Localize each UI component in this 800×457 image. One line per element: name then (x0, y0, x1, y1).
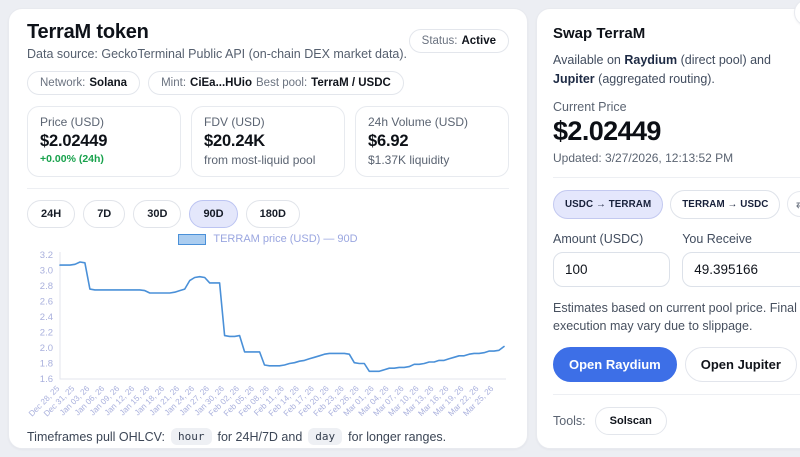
stat-value: $6.92 (368, 132, 409, 150)
availability-mid: (direct pool) and (677, 53, 771, 67)
divider (553, 393, 800, 395)
token-panel: TerraM token Data source: GeckoTerminal … (8, 8, 528, 449)
timeframe-7d[interactable]: 7D (83, 200, 126, 228)
stat-sub: $1.37K liquidity (368, 153, 450, 167)
swap-direction-button[interactable]: ⇄ (787, 191, 800, 217)
current-price-label: Current Price (553, 99, 627, 114)
jupiter-name: Jupiter (553, 71, 595, 86)
swap-title: Swap TerraM (553, 25, 646, 42)
swap-io-inputs (553, 251, 800, 287)
chart-area: 3.2 3.0 2.8 2.6 2.4 2.2 2.0 1.8 1.6 Dec 28, 25 Dec… (27, 247, 509, 426)
stat-label: FDV (USD) (204, 115, 265, 129)
availability-text: Available on Raydium (direct pool) and J… (553, 51, 800, 89)
mint-value: CiEa...HUio (190, 77, 252, 89)
footnote-mid: for 24H/7D and (217, 429, 303, 444)
open-raydium-button[interactable]: Open Raydium (553, 346, 677, 382)
direction-usdc-to-terram[interactable]: USDC → TERRAM (553, 189, 664, 219)
divider (27, 188, 509, 189)
availability-prefix: Available on (553, 53, 625, 67)
stat-label: 24h Volume (USD) (368, 115, 469, 129)
timeframe-90d[interactable]: 90D (189, 200, 238, 228)
receive-label: You Receive (682, 231, 752, 246)
svg-text:1.6: 1.6 (40, 374, 53, 385)
timeframe-24h[interactable]: 24H (27, 200, 76, 228)
data-source-subtitle: Data source: GeckoTerminal Public API (o… (27, 47, 408, 61)
network-chip: Network: Solana (27, 71, 141, 95)
token-header-text: TerraM token Data source: GeckoTerminal … (27, 21, 407, 61)
svg-text:1.8: 1.8 (40, 359, 53, 370)
best-pool-label: Best pool: (256, 77, 308, 89)
footnote-suffix: for longer ranges. (348, 429, 447, 444)
stat-cards: Price (USD) $2.02449 +0.00% (24h) FDV (U… (27, 106, 509, 177)
open-jupiter-button[interactable]: Open Jupiter (684, 346, 797, 382)
amount-label: Amount (USDC) (553, 231, 644, 246)
receive-input[interactable] (682, 251, 800, 287)
token-header: TerraM token Data source: GeckoTerminal … (27, 21, 509, 61)
stat-value: $20.24K (204, 132, 265, 150)
amount-input[interactable] (553, 251, 671, 287)
svg-text:2.4: 2.4 (40, 312, 53, 323)
stat-card-volume: 24h Volume (USD) $6.92 $1.37K liquidity (355, 106, 509, 177)
slippage-note: Estimates based on current pool price. F… (553, 300, 797, 333)
timeframe-group: 24H 7D 30D 90D 180D (27, 200, 509, 228)
swap-direction-group: USDC → TERRAM TERRAM → USDC ⇄ (553, 189, 800, 219)
direction-terram-to-usdc[interactable]: TERRAM → USDC (670, 189, 781, 219)
legend-swatch (178, 233, 207, 245)
status-badge: Status: Active (408, 29, 509, 53)
tools-row: Tools: Solscan (553, 406, 800, 435)
current-price-value: $2.02449 (553, 115, 661, 146)
raydium-name: Raydium (624, 53, 678, 67)
svg-text:2.6: 2.6 (40, 297, 53, 308)
tools-label: Tools: (553, 413, 586, 428)
svg-text:2.2: 2.2 (40, 328, 53, 339)
status-label: Status: (421, 35, 458, 47)
stat-value: $2.02449 (40, 132, 108, 150)
svg-text:3.0: 3.0 (40, 266, 53, 277)
edit-button[interactable]: ✎ (794, 0, 800, 26)
chart-legend: TERRAM price (USD) — 90D (27, 233, 509, 245)
footnote-code-hour: hour (171, 428, 212, 445)
footnote-prefix: Timeframes pull OHLCV: (27, 429, 165, 444)
stat-sub: from most-liquid pool (204, 153, 316, 167)
stat-label: Price (USD) (40, 115, 105, 129)
svg-text:3.2: 3.2 (40, 250, 53, 261)
token-chips: Network: Solana Mint: CiEa...HUio Best p… (27, 71, 509, 95)
timeframe-footnote: Timeframes pull OHLCV: hour for 24H/7D a… (27, 428, 509, 445)
mint-label: Mint: (161, 77, 187, 89)
swap-panel: ✎ Swap TerraM Available on Raydium (dire… (536, 0, 800, 449)
best-pool-value: TerraM / USDC (311, 77, 391, 89)
svg-text:2.8: 2.8 (40, 281, 53, 292)
page-layout: TerraM token Data source: GeckoTerminal … (8, 0, 800, 449)
divider (553, 176, 800, 178)
status-value: Active (461, 35, 496, 47)
availability-suffix: (aggregated routing). (594, 71, 715, 86)
footnote-code-day: day (308, 428, 343, 445)
mint-pool-chip: Mint: CiEa...HUio Best pool: TerraM / US… (148, 71, 404, 95)
swap-arrows-icon: ⇄ (796, 198, 800, 211)
network-label: Network: (40, 77, 86, 89)
stat-change: +0.00% (24h) (40, 153, 104, 165)
updated-timestamp: Updated: 3/27/2026, 12:13:52 PM (553, 150, 734, 165)
legend-label: TERRAM price (USD) — 90D (213, 233, 358, 245)
network-value: Solana (89, 77, 128, 89)
stat-card-fdv: FDV (USD) $20.24K from most-liquid pool (191, 106, 345, 177)
tool-solscan-button[interactable]: Solscan (594, 406, 667, 435)
page-title: TerraM token (27, 21, 149, 43)
timeframe-30d[interactable]: 30D (133, 200, 182, 228)
timeframe-180d[interactable]: 180D (245, 200, 300, 228)
swap-actions: Open Raydium Open Jupiter (553, 346, 800, 382)
stat-card-price: Price (USD) $2.02449 +0.00% (24h) (27, 106, 181, 177)
svg-text:2.0: 2.0 (40, 343, 53, 354)
swap-io-labels: Amount (USDC) You Receive (553, 232, 800, 246)
